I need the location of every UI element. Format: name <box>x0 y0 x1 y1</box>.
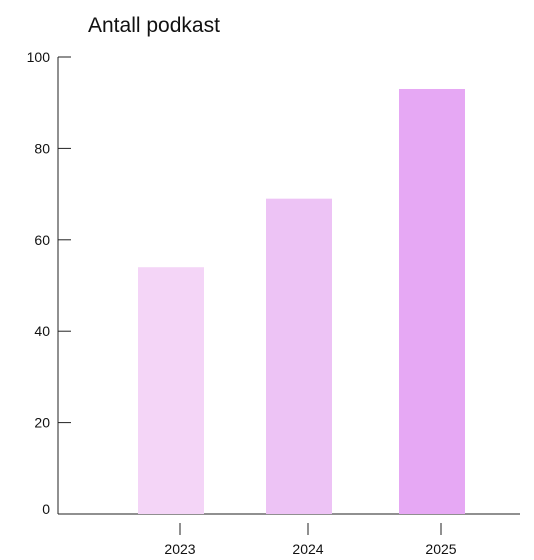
y-tick-label: 40 <box>34 323 50 339</box>
x-tick-label: 2024 <box>292 541 323 557</box>
x-tick-label: 2023 <box>164 541 195 557</box>
bar-2023 <box>138 267 204 514</box>
y-tick-label: 80 <box>34 140 50 156</box>
x-axis: 2023 2024 2025 <box>58 513 520 557</box>
bar-2025 <box>399 88 465 515</box>
y-tick-label: 100 <box>27 49 51 65</box>
chart-title: Antall podkast <box>88 14 220 37</box>
y-tick-label: 0 <box>42 501 50 517</box>
y-axis: 0 20 40 60 80 100 <box>27 49 71 517</box>
bars-group <box>138 88 465 515</box>
x-tick-label: 2025 <box>425 541 456 557</box>
bar-2024 <box>266 198 332 515</box>
y-tick-label: 20 <box>34 415 50 431</box>
y-tick-label: 60 <box>34 232 50 248</box>
